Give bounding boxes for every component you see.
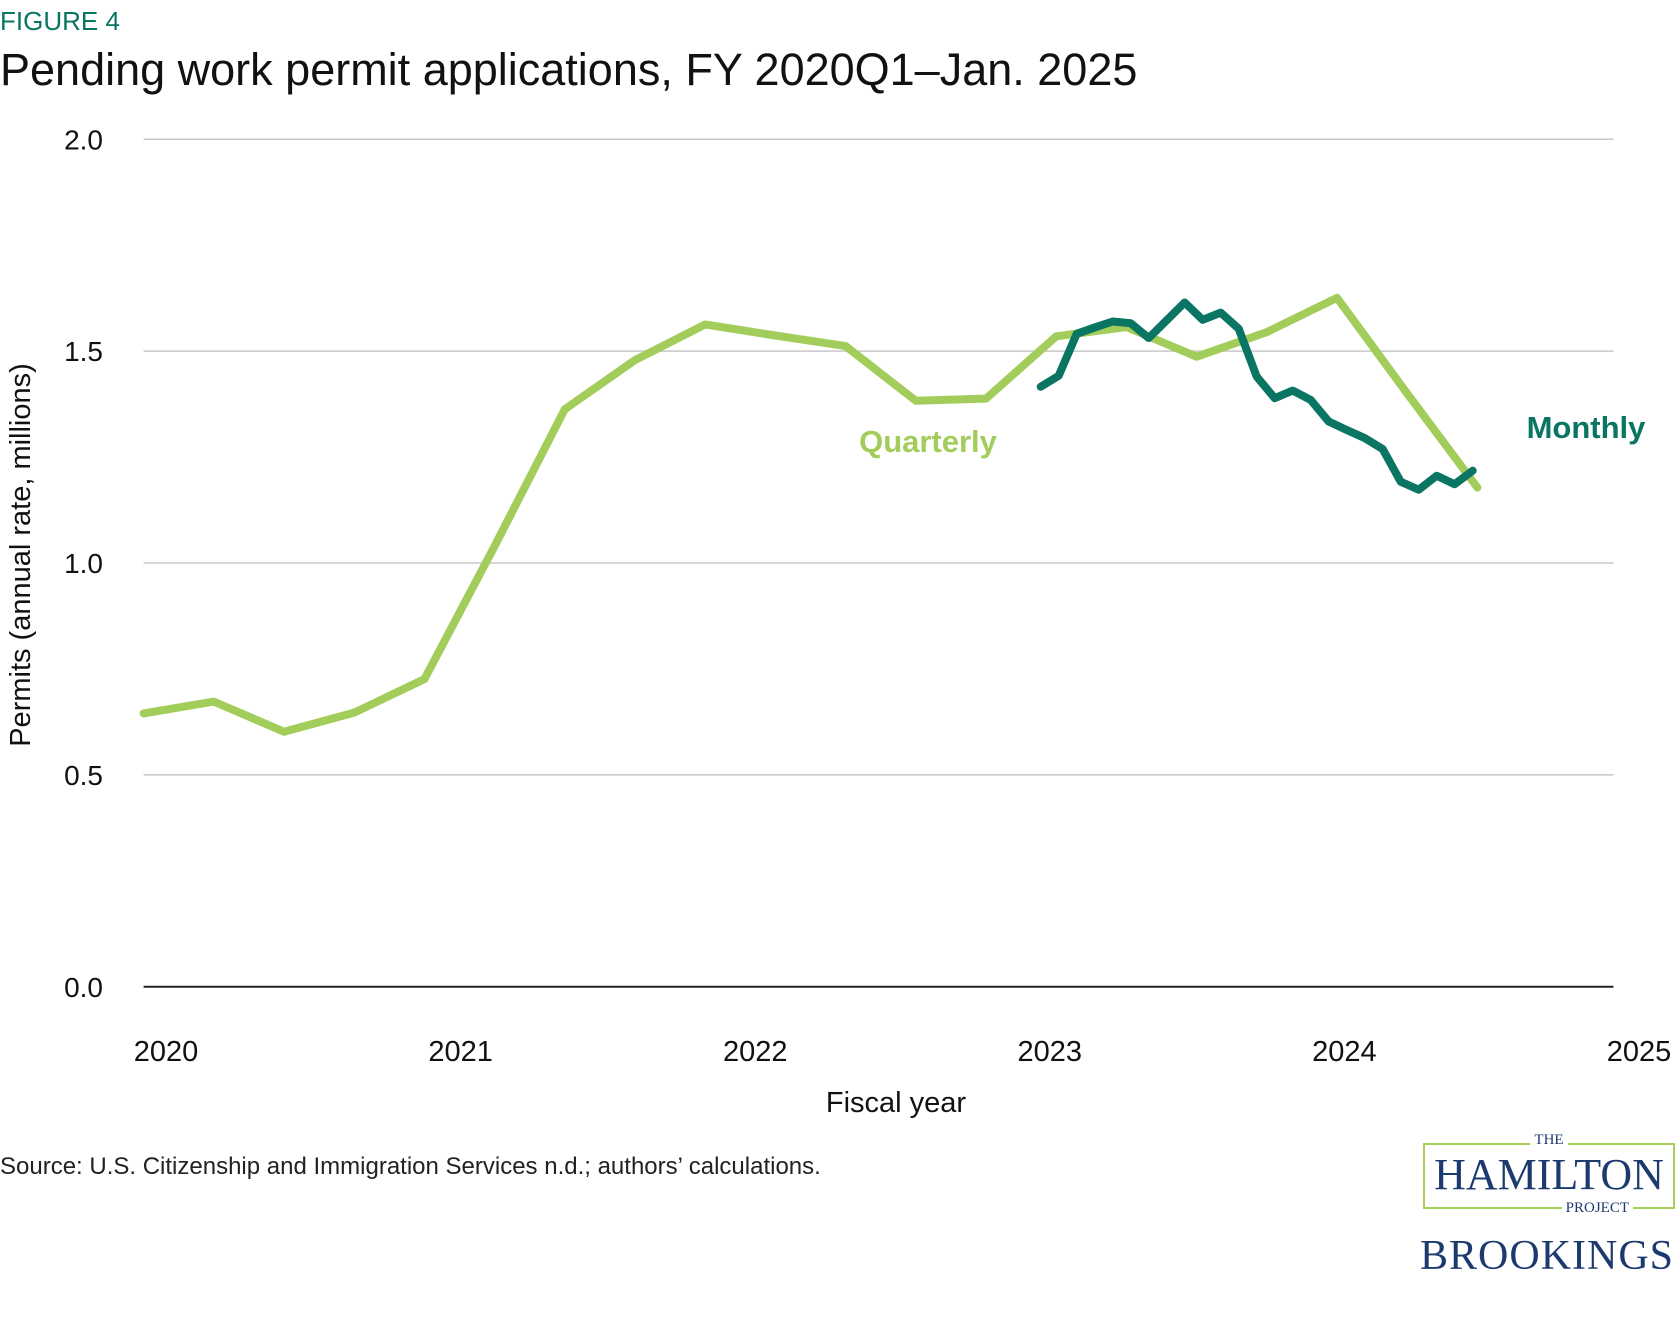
x-tick-label: 2023: [1018, 1036, 1083, 1068]
y-tick-label: 1.5: [64, 336, 103, 367]
y-tick-label: 2.0: [64, 124, 103, 155]
x-tick-label: 2022: [723, 1036, 788, 1068]
series-label-quarterly: Quarterly: [859, 424, 998, 459]
x-tick-label: 2025: [1607, 1036, 1672, 1068]
chart-title: Pending work permit applications, FY 202…: [0, 44, 1138, 95]
logo-project: PROJECT: [1561, 1200, 1633, 1216]
y-tick-label: 0.5: [64, 760, 103, 791]
quarterly-line: [139, 293, 1482, 736]
y-axis-label: Permits (annual rate, millions): [5, 363, 37, 747]
logo-the: THE: [1530, 1132, 1568, 1148]
logo-hamilton: HAMILTON: [1434, 1150, 1664, 1199]
y-tick-label: 0.0: [64, 972, 103, 1003]
brookings-logo: BROOKINGS: [1420, 1233, 1675, 1279]
x-tick-label: 2024: [1312, 1036, 1377, 1068]
series-label-monthly: Monthly: [1527, 410, 1647, 445]
figure-label: FIGURE 4: [0, 6, 120, 36]
x-axis-label: Fiscal year: [826, 1087, 967, 1119]
hamilton-project-logo: THE HAMILTON PROJECT: [1423, 1132, 1675, 1216]
x-tick-label: 2021: [428, 1036, 493, 1068]
y-tick-label: 1.0: [64, 548, 103, 579]
x-tick-label: 2020: [134, 1036, 199, 1068]
source-note: Source: U.S. Citizenship and Immigration…: [0, 1153, 821, 1180]
